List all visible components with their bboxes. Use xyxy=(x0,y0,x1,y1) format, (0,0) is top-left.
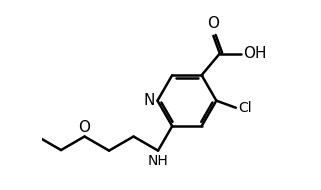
Text: O: O xyxy=(78,120,90,135)
Text: N: N xyxy=(143,93,154,108)
Text: OH: OH xyxy=(244,46,267,61)
Text: O: O xyxy=(207,16,219,31)
Text: NH: NH xyxy=(148,154,169,168)
Text: Cl: Cl xyxy=(238,101,252,115)
